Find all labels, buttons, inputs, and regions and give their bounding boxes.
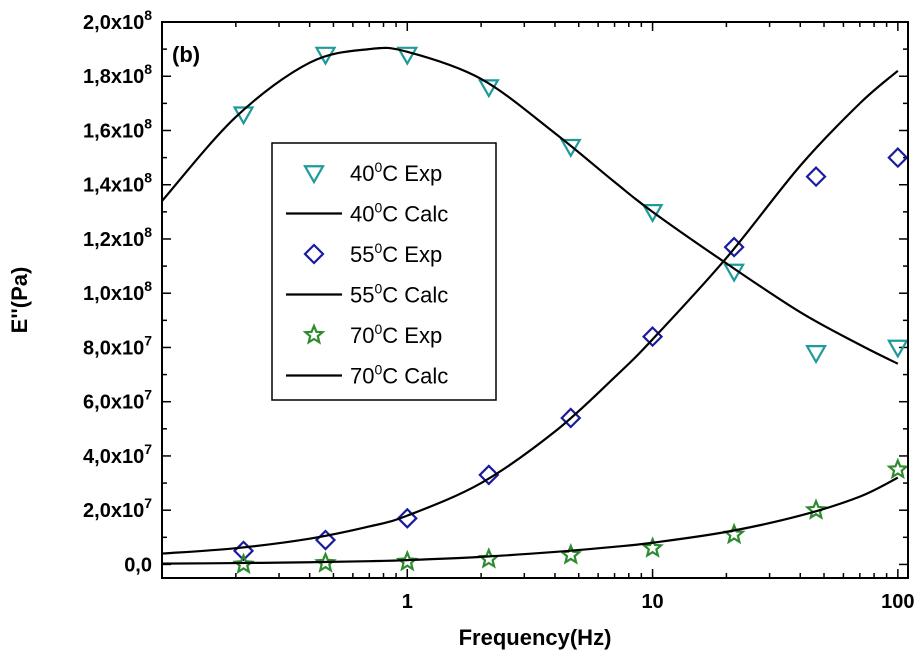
data-point bbox=[560, 407, 582, 429]
y-tick-label: 0,0 bbox=[124, 554, 152, 576]
data-point bbox=[396, 46, 419, 66]
legend-item: 400C Calc bbox=[286, 200, 448, 227]
y-tick-label: 1,4x108 bbox=[83, 170, 152, 197]
data-point bbox=[723, 236, 745, 258]
legend-marker-swatch bbox=[302, 323, 326, 345]
legend-marker-swatch bbox=[303, 243, 325, 265]
legend-marker-swatch bbox=[303, 165, 325, 185]
data-point bbox=[722, 522, 746, 545]
y-tick-label: 1,2x108 bbox=[83, 224, 152, 251]
y-tick-label: 2,0x108 bbox=[83, 7, 152, 34]
series-4 bbox=[232, 457, 910, 575]
x-tick-label: 100 bbox=[881, 591, 914, 613]
data-point bbox=[477, 79, 500, 99]
data-point bbox=[478, 464, 500, 486]
data-point bbox=[886, 457, 910, 480]
legend-label: 700C Exp bbox=[350, 321, 442, 348]
panel-label: (b) bbox=[172, 42, 200, 67]
x-tick-label: 10 bbox=[641, 591, 663, 613]
plot-frame bbox=[161, 21, 909, 579]
legend-item: 550C Calc bbox=[286, 281, 448, 308]
data-point bbox=[396, 507, 418, 529]
data-point bbox=[314, 551, 337, 573]
data-point bbox=[641, 536, 664, 558]
series-line bbox=[161, 476, 899, 565]
series-5 bbox=[161, 476, 899, 565]
y-tick-label: 2,0x107 bbox=[83, 495, 152, 522]
y-tick-label: 1,6x108 bbox=[83, 115, 152, 142]
series-line bbox=[161, 46, 899, 365]
legend-item: 700C Calc bbox=[286, 362, 448, 389]
data-point bbox=[559, 542, 583, 565]
legend-label: 400C Calc bbox=[350, 200, 448, 227]
data-point bbox=[559, 138, 582, 158]
plot-area bbox=[161, 46, 910, 575]
legend-box bbox=[271, 142, 497, 401]
y-tick-label: 1,8x108 bbox=[83, 61, 152, 88]
y-tick-label: 4,0x107 bbox=[83, 441, 152, 468]
legend-label: 550C Exp bbox=[350, 240, 442, 267]
data-point bbox=[886, 339, 909, 359]
x-tick-labels: 1 10 100 bbox=[402, 591, 915, 613]
y-tick-label: 8,0x107 bbox=[83, 332, 152, 359]
series-line bbox=[161, 69, 899, 555]
data-point bbox=[641, 204, 664, 224]
data-point bbox=[805, 345, 827, 365]
data-point bbox=[477, 547, 501, 569]
series-1 bbox=[161, 46, 899, 365]
data-point bbox=[887, 147, 909, 169]
data-point bbox=[642, 326, 664, 348]
legend-label: 550C Calc bbox=[350, 281, 448, 308]
data-point bbox=[805, 166, 827, 188]
x-tick-label: 1 bbox=[402, 591, 413, 613]
x-axis-title: Frequency(Hz) bbox=[459, 625, 612, 650]
legend-item: 550C Exp bbox=[303, 240, 442, 267]
legend-label: 700C Calc bbox=[350, 362, 448, 389]
y-axis-title: E''(Pa) bbox=[7, 267, 32, 334]
data-point bbox=[232, 552, 255, 575]
legend: 400C Exp 400C Calc 550C Exp 550C Calc 700C E… bbox=[271, 142, 497, 401]
data-point bbox=[804, 498, 828, 520]
legend-label: 400C Exp bbox=[350, 159, 442, 186]
series-3 bbox=[161, 69, 899, 555]
y-tick-label: 1,0x108 bbox=[83, 278, 152, 305]
y-tick-label: 6,0x107 bbox=[83, 387, 152, 414]
y-tick-labels: 0,0 2,0x107 4,0x107 6,0x107 8,0x107 1,0x108 1,… bbox=[83, 7, 152, 576]
legend-item: 700C Exp bbox=[302, 321, 442, 348]
legend-item: 400C Exp bbox=[303, 159, 442, 186]
